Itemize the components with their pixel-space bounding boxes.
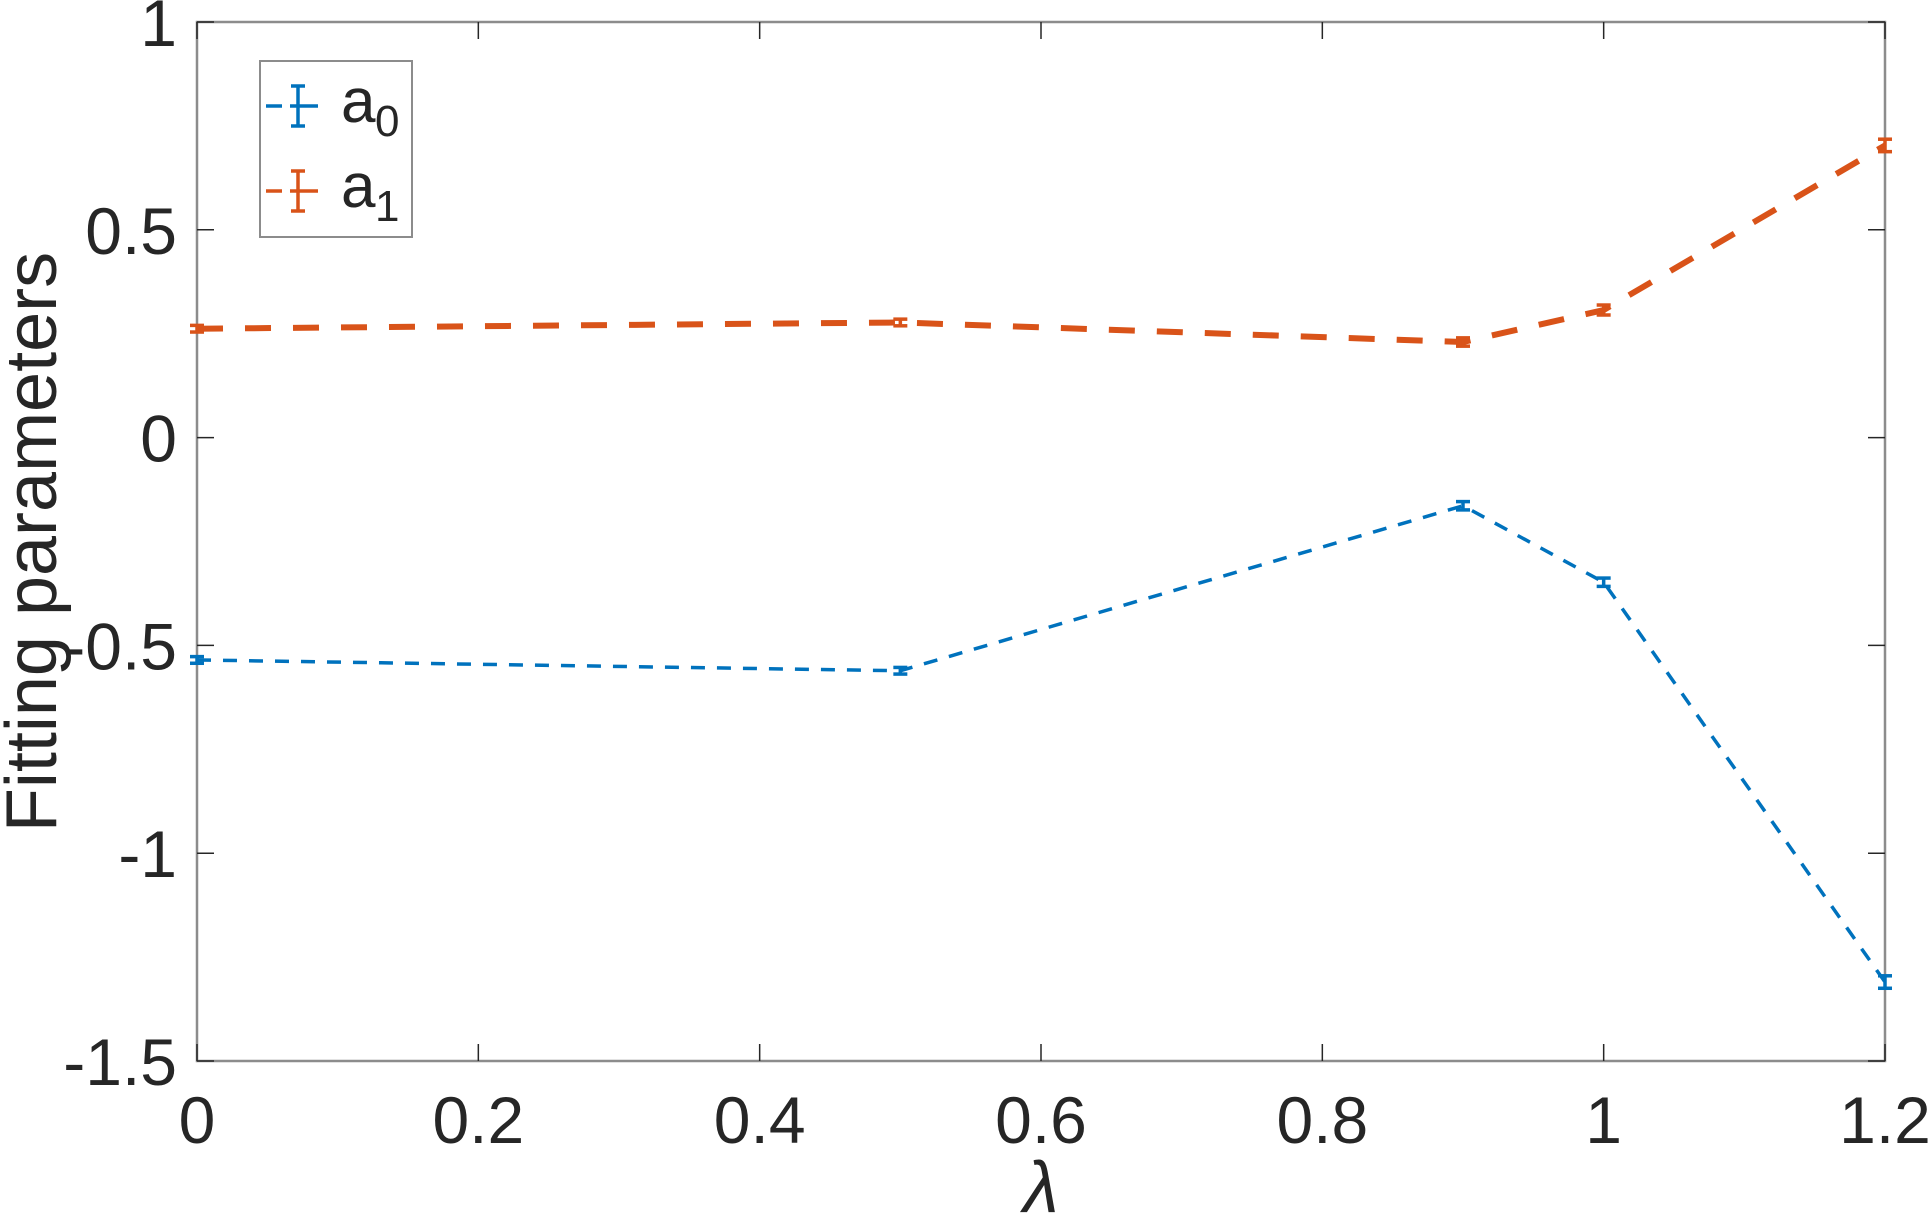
y-tick-label: -1 bbox=[118, 817, 177, 891]
x-tick-label: 0.2 bbox=[432, 1083, 524, 1157]
y-tick-label: 0.5 bbox=[85, 194, 177, 268]
x-tick-label: 0.6 bbox=[995, 1083, 1087, 1157]
error-bar bbox=[1596, 303, 1611, 317]
y-tick-label: 0 bbox=[140, 402, 177, 476]
y-tick-label: 1 bbox=[140, 0, 177, 60]
y-tick-label: -0.5 bbox=[63, 609, 177, 683]
error-bar bbox=[1596, 576, 1611, 589]
error-bar bbox=[1878, 137, 1892, 154]
x-tick-label: 1.2 bbox=[1839, 1083, 1929, 1157]
series-line-a0 bbox=[196, 503, 1887, 984]
error-bar bbox=[1456, 499, 1470, 512]
series-group bbox=[190, 137, 1892, 991]
error-bar bbox=[893, 317, 908, 328]
legend-label-subscript: 0 bbox=[375, 97, 399, 146]
legend-label: a bbox=[341, 67, 376, 136]
axes-box bbox=[195, 20, 1887, 1063]
legend-box bbox=[259, 60, 413, 238]
x-tick-label: 1 bbox=[1585, 1083, 1622, 1157]
error-bar bbox=[190, 323, 204, 334]
x-tick-label: 0.4 bbox=[714, 1083, 806, 1157]
error-bar bbox=[1456, 336, 1470, 348]
ticks: 0 0.2 0.4 0.6 0.8 1 1.2 -1.5 -1 -0.5 0 0.5 1 bbox=[63, 0, 1929, 1157]
y-axis-label: Fitting parameters bbox=[0, 252, 72, 832]
series-line-a1 bbox=[196, 142, 1887, 346]
error-bar bbox=[1878, 974, 1892, 991]
x-tick-label: 0 bbox=[179, 1083, 216, 1157]
error-bar bbox=[190, 654, 204, 666]
x-axis-label: λ bbox=[1019, 1148, 1058, 1219]
legend: a 0a 1 bbox=[259, 60, 413, 238]
x-tick-label: 0.8 bbox=[1276, 1083, 1368, 1157]
plot-area bbox=[195, 20, 1887, 1063]
error-bar bbox=[893, 665, 908, 676]
legend-label: a bbox=[341, 152, 376, 221]
legend-label-subscript: 1 bbox=[375, 182, 399, 231]
y-tick-label: -1.5 bbox=[63, 1025, 177, 1099]
